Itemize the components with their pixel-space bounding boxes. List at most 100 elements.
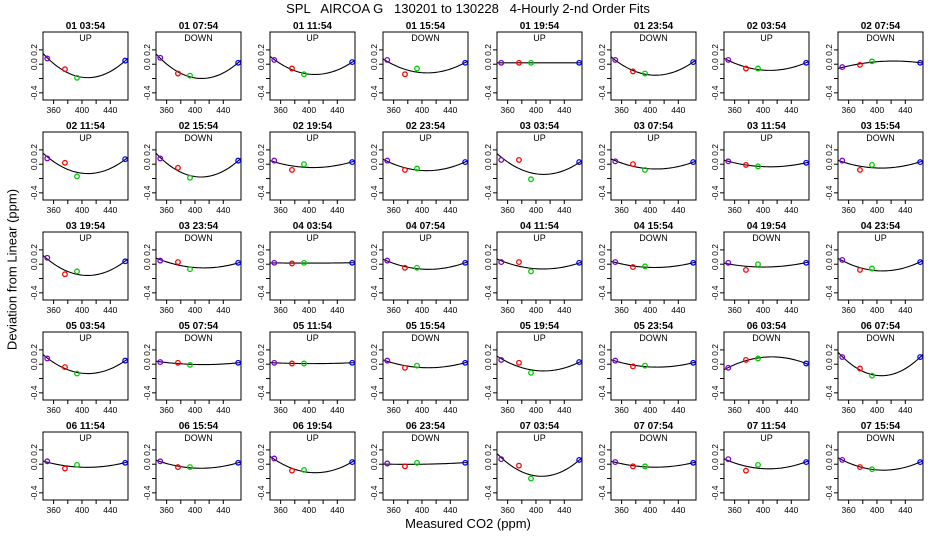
x-tick-label: 400	[188, 205, 202, 215]
x-tick-label: 400	[756, 305, 770, 315]
y-tick-label: 0.2	[824, 444, 834, 456]
panel-title: 02 19:54	[293, 121, 333, 132]
y-tick-label: 0.0	[824, 458, 834, 470]
panel-frame	[723, 131, 810, 201]
panel-title: 02 07:54	[861, 21, 901, 32]
panel-direction: DOWN	[639, 433, 668, 443]
x-tick-label: 400	[188, 105, 202, 115]
x-tick-label: 400	[870, 305, 884, 315]
y-tick-label: -0.4	[256, 385, 266, 400]
data-point	[839, 256, 846, 263]
y-tick-label: -0.4	[256, 485, 266, 500]
panel-title: 01 23:54	[634, 21, 674, 32]
y-tick-label: 0.0	[29, 358, 39, 370]
fit-curve	[382, 58, 469, 74]
panel-direction: UP	[79, 433, 92, 443]
y-tick-label: 0.0	[142, 358, 152, 370]
fit-curve	[496, 355, 583, 372]
panel-title: 04 23:54	[861, 221, 901, 232]
x-tick-label: 360	[160, 305, 174, 315]
x-tick-label: 400	[643, 505, 657, 515]
y-tick-label: 0.2	[710, 144, 720, 156]
fit-curve	[496, 153, 583, 175]
y-tick-label: -0.4	[483, 285, 493, 300]
y-tick-label: 0.0	[483, 458, 493, 470]
panel-frame	[42, 31, 129, 101]
data-point	[857, 61, 863, 68]
x-tick-label: 360	[274, 205, 288, 215]
panel-title: 07 07:54	[634, 421, 674, 432]
data-point	[743, 467, 749, 474]
panel-direction: UP	[79, 233, 92, 243]
x-tick-label: 440	[330, 305, 344, 315]
data-point	[516, 462, 522, 469]
data-point	[576, 359, 583, 366]
y-tick-label: 0.0	[597, 158, 607, 170]
panel-title: 03 11:54	[747, 121, 786, 132]
y-tick-label: 0.2	[483, 444, 493, 456]
x-tick-label: 440	[898, 405, 912, 415]
y-tick-label: -0.4	[369, 85, 379, 100]
data-point	[642, 166, 648, 173]
data-point	[690, 59, 697, 66]
data-point	[462, 59, 469, 66]
data-point	[917, 259, 924, 266]
data-point	[516, 156, 522, 163]
x-tick-label: 360	[274, 305, 288, 315]
x-tick-label: 400	[529, 305, 543, 315]
x-tick-label: 360	[728, 305, 742, 315]
panel-frame	[496, 431, 583, 501]
y-tick-label: 0.0	[369, 358, 379, 370]
panel-title: 06 19:54	[293, 421, 333, 432]
panel-direction: UP	[647, 133, 660, 143]
x-tick-label: 400	[415, 305, 429, 315]
panel-title: 03 23:54	[179, 221, 219, 232]
x-tick-label: 440	[671, 105, 685, 115]
panel-title: 02 23:54	[406, 121, 446, 132]
data-point	[122, 357, 129, 364]
data-point	[803, 59, 810, 66]
data-point	[157, 359, 164, 366]
data-point	[839, 354, 846, 361]
data-point	[74, 74, 80, 81]
panel-frame	[382, 231, 469, 301]
data-point	[642, 362, 648, 369]
data-point	[384, 257, 391, 264]
y-tick-label: -0.4	[142, 485, 152, 500]
data-point	[528, 59, 534, 66]
y-tick-label: -0.4	[29, 485, 39, 500]
y-tick-label: 0.2	[29, 144, 39, 156]
x-tick-label: 400	[415, 205, 429, 215]
x-tick-label: 440	[784, 105, 798, 115]
data-point	[301, 466, 307, 473]
data-point	[612, 357, 619, 364]
x-tick-label: 400	[870, 105, 884, 115]
panel-title: 07 03:54	[520, 421, 560, 432]
fit-curve	[269, 455, 356, 474]
data-point	[157, 257, 164, 264]
panel-title: 01 15:54	[406, 21, 446, 32]
panel-title: 02 11:54	[66, 121, 105, 132]
data-point	[175, 259, 181, 266]
data-point	[630, 161, 636, 168]
y-tick-label: -0.4	[597, 85, 607, 100]
panel-title: 07 11:54	[747, 421, 786, 432]
y-tick-label: 0.2	[483, 344, 493, 356]
data-point	[528, 268, 534, 275]
x-tick-label: 400	[302, 205, 316, 215]
y-tick-label: 0.0	[369, 58, 379, 70]
y-tick-label: 0.0	[29, 258, 39, 270]
panel-direction: UP	[533, 233, 546, 243]
panel-frame	[269, 431, 356, 501]
data-point	[301, 161, 307, 168]
x-tick-label: 400	[643, 205, 657, 215]
y-tick-label: -0.4	[369, 185, 379, 200]
